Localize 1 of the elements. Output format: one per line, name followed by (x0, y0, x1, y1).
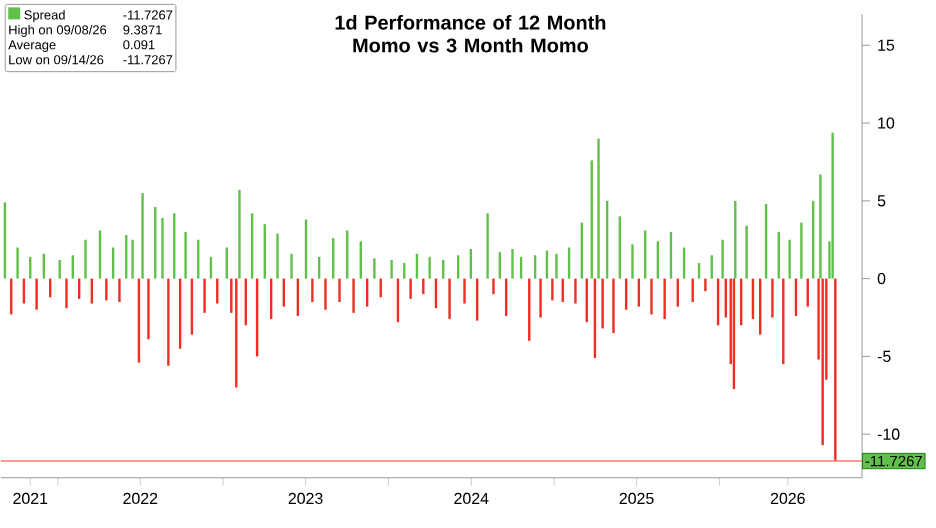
chart-title: 1d Performance of 12 Month Momo vs 3 Month Momo (335, 15, 606, 53)
